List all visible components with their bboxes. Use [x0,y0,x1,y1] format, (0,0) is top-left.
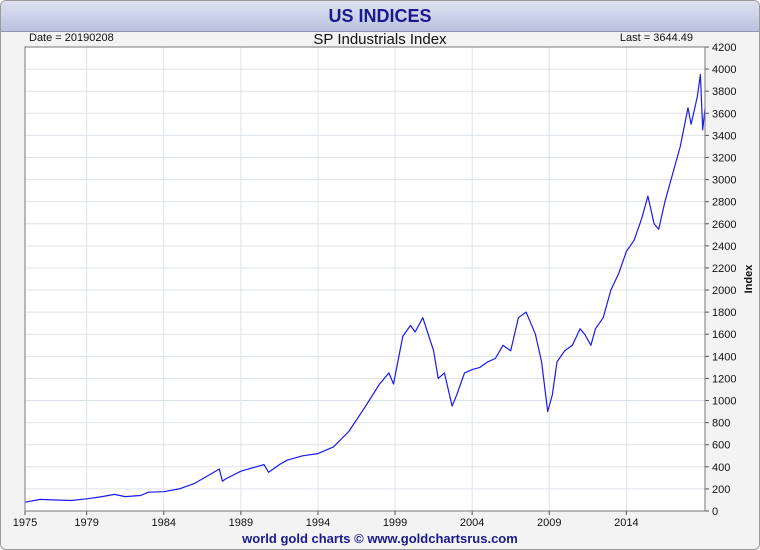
y-tick-label: 2400 [712,241,736,253]
y-tick-label: 1400 [712,351,736,363]
footer-credit: world gold charts © www.goldchartsrus.co… [242,531,518,546]
y-tick-label: 1000 [712,396,736,408]
y-tick-label: 4200 [712,42,736,54]
y-tick-label: 1600 [712,329,736,341]
y-tick-label: 2200 [712,263,736,275]
y-tick-label: 4000 [712,64,736,76]
title-bar [1,1,759,32]
date-label: Date = 20190208 [29,32,114,44]
y-tick-label: 0 [712,506,718,518]
x-tick-label: 1975 [13,517,37,529]
x-tick-label: 1999 [383,517,407,529]
x-tick-label: 1989 [229,517,253,529]
y-tick-label: 3400 [712,130,736,142]
x-tick-label: 2009 [537,517,561,529]
y-tick-label: 1800 [712,307,736,319]
plot-area [24,46,706,512]
y-tick-label: 600 [712,440,730,452]
y-tick-label: 2800 [712,197,736,209]
y-tick-label: 400 [712,462,730,474]
x-tick-label: 1994 [306,517,330,529]
last-value-label: Last = 3644.49 [619,32,693,44]
page-title: US INDICES [328,6,432,26]
x-tick-label: 1984 [152,517,176,529]
x-tick-label: 1979 [74,517,98,529]
y-tick-label: 3200 [712,152,736,164]
series-line [24,73,706,503]
y-tick-label: 200 [712,484,730,496]
x-tick-label: 2014 [614,517,638,529]
y-tick-label: 3600 [712,108,736,120]
y-tick-label: 3800 [712,86,736,98]
plot-border [24,46,706,512]
chart-title: SP Industrials Index [313,31,447,48]
y-tick-label: 1200 [712,373,736,385]
y-tick-label: 800 [712,418,730,430]
y-tick-label: 2000 [712,285,736,297]
y-tick-label: 2600 [712,219,736,231]
y-tick-label: 3000 [712,175,736,187]
x-tick-label: 2004 [460,517,484,529]
y-axis-label: Index [743,264,755,294]
